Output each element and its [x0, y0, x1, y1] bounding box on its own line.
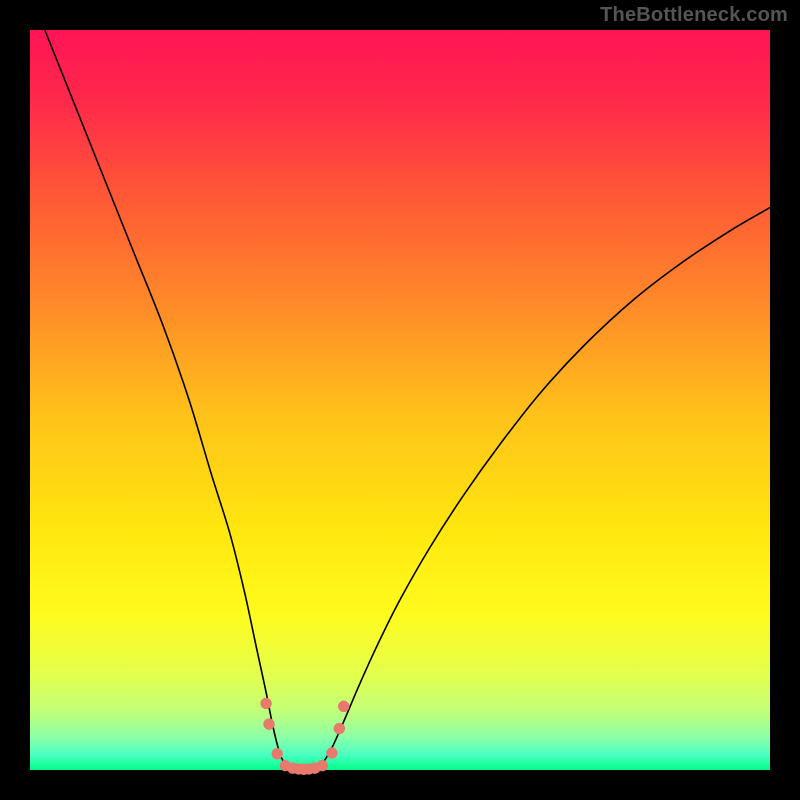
plot-background: [30, 30, 770, 770]
marker-dot: [339, 701, 349, 711]
marker-dot: [334, 723, 344, 733]
marker-dot: [317, 760, 327, 770]
marker-dot: [327, 748, 337, 758]
marker-dot: [261, 698, 271, 708]
watermark-text: TheBottleneck.com: [600, 4, 788, 27]
chart-container: TheBottleneck.com: [0, 0, 800, 800]
marker-dot: [264, 719, 274, 729]
bottleneck-curve-chart: [0, 0, 800, 800]
marker-dot: [272, 749, 282, 759]
